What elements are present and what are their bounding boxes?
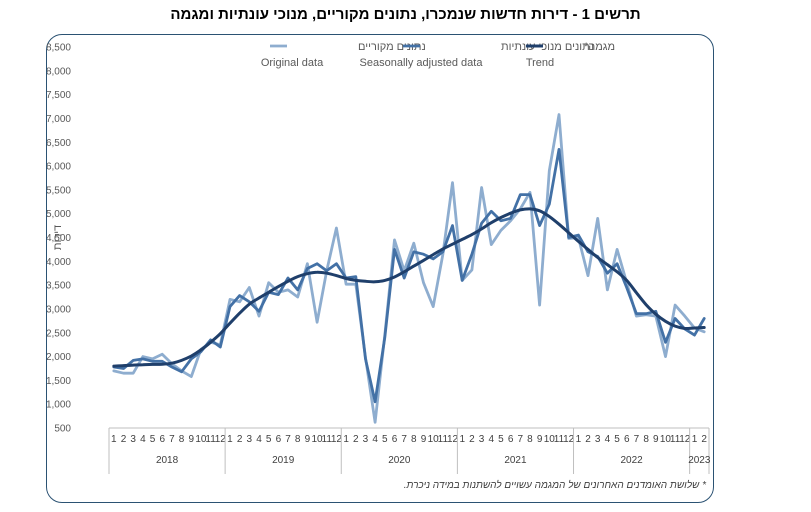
x-year-label: 2021 bbox=[504, 455, 527, 466]
x-month-label: 11 bbox=[322, 434, 333, 445]
x-month-label: 11 bbox=[438, 434, 449, 445]
y-tick-label: 2,000 bbox=[47, 352, 71, 363]
x-month-label: 9 bbox=[653, 434, 659, 445]
y-tick-label: 4,000 bbox=[47, 257, 71, 268]
x-month-label: 6 bbox=[508, 434, 514, 445]
x-month-label: 12 bbox=[215, 434, 227, 445]
x-month-label: 7 bbox=[285, 434, 291, 445]
x-month-label: 7 bbox=[518, 434, 524, 445]
line-chart: 500 1,000 1,500 2,000 2,500 3,000 3,500 4,000 4,… bbox=[47, 41, 711, 474]
y-tick-label: 8,000 bbox=[47, 66, 71, 77]
y-tick-label: 5,500 bbox=[47, 185, 71, 196]
y-tick-label: 3,500 bbox=[47, 281, 71, 292]
x-month-label: 4 bbox=[372, 434, 378, 445]
x-month-label: 4 bbox=[256, 434, 262, 445]
x-month-label: 1 bbox=[227, 434, 233, 445]
x-month-label: 2 bbox=[353, 434, 359, 445]
x-month-label: 8 bbox=[643, 434, 649, 445]
x-month-label: 10 bbox=[428, 434, 440, 445]
y-tick-label: 6,500 bbox=[47, 138, 71, 149]
x-month-label: 2 bbox=[237, 434, 243, 445]
y-tick-label: 7,500 bbox=[47, 90, 71, 101]
x-month-label: 12 bbox=[447, 434, 459, 445]
legend-label-en: Original data bbox=[261, 57, 324, 69]
x-month-label: 7 bbox=[634, 434, 640, 445]
x-month-label: 8 bbox=[411, 434, 417, 445]
x-month-label: 3 bbox=[130, 434, 136, 445]
footnote: * שלושת האומדנים האחרונים של המגמה עשויי… bbox=[403, 480, 706, 491]
page-title: תרשים 1 - דירות חדשות שנמכרו, נתונים מקו… bbox=[170, 6, 641, 23]
x-month-label: 10 bbox=[195, 434, 207, 445]
x-month-label: 6 bbox=[276, 434, 282, 445]
legend-label-he: נתונים מנוכי עונתיות bbox=[501, 41, 594, 53]
x-year-label: 2022 bbox=[620, 455, 643, 466]
y-tick-label: 6,000 bbox=[47, 162, 71, 173]
x-month-label: 12 bbox=[563, 434, 575, 445]
x-month-label: 8 bbox=[527, 434, 533, 445]
x-month-label: 1 bbox=[692, 434, 698, 445]
legend-label-en: Trend bbox=[526, 57, 554, 69]
x-month-label: 5 bbox=[150, 434, 156, 445]
x-month-label: 2 bbox=[121, 434, 127, 445]
x-month-label: 10 bbox=[660, 434, 672, 445]
legend-label-he: נתונים מקוריים bbox=[358, 41, 426, 53]
x-month-label: 2 bbox=[701, 434, 707, 445]
x-month-label: 9 bbox=[305, 434, 311, 445]
x-month-label: 9 bbox=[537, 434, 543, 445]
x-month-label: 6 bbox=[392, 434, 398, 445]
x-month-label: 12 bbox=[331, 434, 343, 445]
x-month-label: 8 bbox=[295, 434, 301, 445]
y-tick-label: 1,000 bbox=[47, 400, 71, 411]
x-year-label: 2019 bbox=[272, 455, 295, 466]
x-month-label: 3 bbox=[363, 434, 369, 445]
x-month-label: 5 bbox=[498, 434, 504, 445]
x-month-label: 9 bbox=[188, 434, 194, 445]
x-month-label: 12 bbox=[679, 434, 691, 445]
x-month-label: 11 bbox=[554, 434, 565, 445]
x-month-label: 7 bbox=[401, 434, 407, 445]
x-month-label: 3 bbox=[247, 434, 253, 445]
y-tick-label: 4,500 bbox=[47, 233, 71, 244]
x-month-label: 5 bbox=[382, 434, 388, 445]
y-tick-label: 3,000 bbox=[47, 304, 71, 315]
x-year-label: 2020 bbox=[388, 455, 411, 466]
x-month-label: 11 bbox=[205, 434, 216, 445]
x-month-label: 4 bbox=[488, 434, 494, 445]
x-month-label: 10 bbox=[544, 434, 556, 445]
x-month-label: 5 bbox=[266, 434, 272, 445]
y-tick-label: 500 bbox=[54, 424, 71, 435]
chart-frame: 500 1,000 1,500 2,000 2,500 3,000 3,500 4,000 4,… bbox=[46, 34, 714, 503]
x-month-label: 1 bbox=[459, 434, 465, 445]
legend-label-en: Seasonally adjusted data bbox=[360, 57, 484, 69]
x-month-label: 2 bbox=[585, 434, 591, 445]
x-month-label: 1 bbox=[576, 434, 582, 445]
series-line-3 bbox=[112, 207, 706, 368]
x-month-label: 8 bbox=[179, 434, 185, 445]
y-tick-label: 7,000 bbox=[47, 114, 71, 125]
x-month-label: 3 bbox=[479, 434, 485, 445]
y-tick-label: 1,500 bbox=[47, 376, 71, 387]
x-month-label: 6 bbox=[159, 434, 165, 445]
y-tick-label: 2,500 bbox=[47, 328, 71, 339]
x-month-label: 3 bbox=[595, 434, 601, 445]
legend-label-he: מגמה* bbox=[584, 41, 615, 53]
x-month-label: 7 bbox=[169, 434, 175, 445]
x-month-label: 10 bbox=[312, 434, 324, 445]
x-month-label: 11 bbox=[670, 434, 681, 445]
x-month-label: 4 bbox=[140, 434, 146, 445]
y-tick-label: 5,000 bbox=[47, 209, 71, 220]
x-month-label: 2 bbox=[469, 434, 475, 445]
y-tick-label: 8,500 bbox=[47, 43, 71, 54]
x-month-label: 4 bbox=[605, 434, 611, 445]
x-month-label: 9 bbox=[421, 434, 427, 445]
x-month-label: 1 bbox=[343, 434, 349, 445]
x-month-label: 6 bbox=[624, 434, 630, 445]
x-year-label: 2023 bbox=[688, 455, 711, 466]
y-axis-label: דירות bbox=[52, 225, 64, 250]
x-month-label: 1 bbox=[111, 434, 117, 445]
x-month-label: 5 bbox=[614, 434, 620, 445]
x-year-label: 2018 bbox=[156, 455, 179, 466]
series-line-2 bbox=[112, 148, 706, 404]
